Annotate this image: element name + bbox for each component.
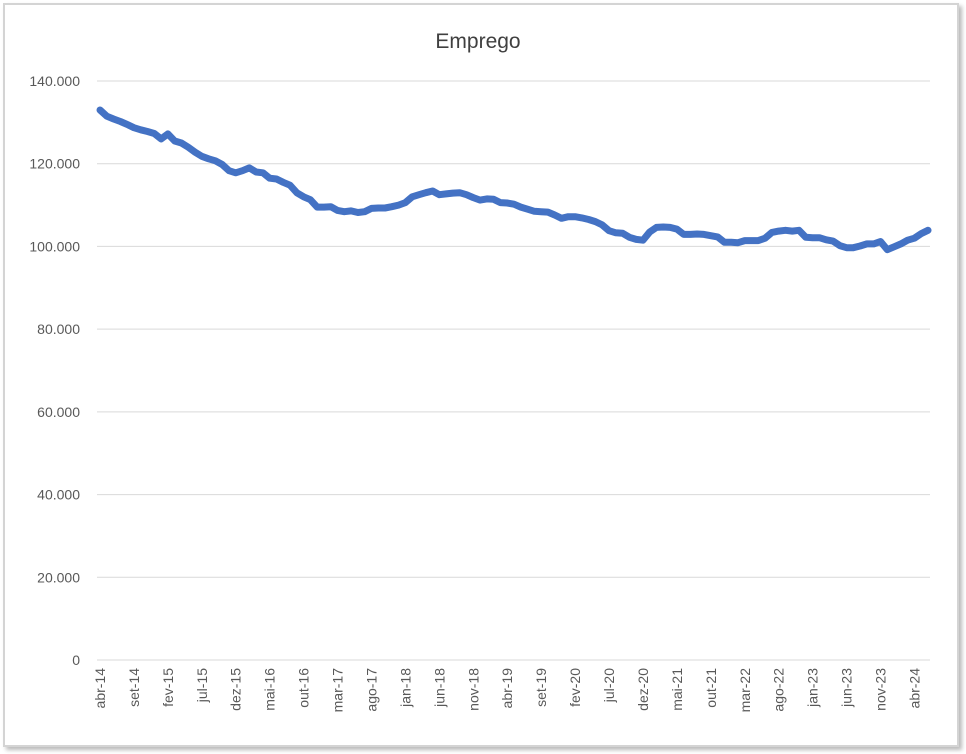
x-tick-label: jul-15 xyxy=(194,668,210,703)
y-tick-label: 80.000 xyxy=(37,321,80,337)
x-tick-label: set-19 xyxy=(533,668,549,707)
y-tick-label: 20.000 xyxy=(37,569,80,585)
x-tick-label: fev-15 xyxy=(160,668,176,707)
x-tick-label: abr-14 xyxy=(92,668,108,709)
x-tick-label: jun-18 xyxy=(431,668,447,708)
chart-area xyxy=(3,3,959,747)
x-tick-label: mai-21 xyxy=(669,668,685,711)
y-tick-label: 0 xyxy=(72,652,80,668)
x-tick-label: mai-16 xyxy=(262,668,278,711)
x-tick-label: abr-19 xyxy=(499,668,515,709)
x-tick-label: set-14 xyxy=(126,668,142,707)
x-tick-label: mar-17 xyxy=(330,668,346,713)
x-tick-label: nov-18 xyxy=(465,668,481,711)
y-tick-label: 120.000 xyxy=(29,156,80,172)
x-tick-label: mar-22 xyxy=(737,668,753,713)
x-tick-label: jul-20 xyxy=(601,668,617,703)
x-tick-label: jun-23 xyxy=(839,668,855,708)
y-tick-label: 40.000 xyxy=(37,487,80,503)
x-tick-label: nov-23 xyxy=(872,668,888,711)
chart-title: Emprego xyxy=(435,30,520,53)
x-tick-label: jan-18 xyxy=(397,668,413,708)
y-tick-label: 140.000 xyxy=(29,73,80,89)
x-tick-label: fev-20 xyxy=(567,668,583,707)
x-tick-label: dez-15 xyxy=(228,668,244,711)
line xyxy=(96,106,932,254)
x-tick-label: out-16 xyxy=(296,668,312,708)
y-tick-label: 60.000 xyxy=(37,404,80,420)
x-tick-label: dez-20 xyxy=(635,668,651,711)
x-tick-label: abr-24 xyxy=(906,668,922,709)
x-tick-label: jan-23 xyxy=(805,668,821,708)
x-tick-label: ago-17 xyxy=(363,668,379,712)
y-tick-label: 100.000 xyxy=(29,238,80,254)
x-tick-label: ago-22 xyxy=(771,668,787,712)
x-tick-label: out-21 xyxy=(703,668,719,708)
